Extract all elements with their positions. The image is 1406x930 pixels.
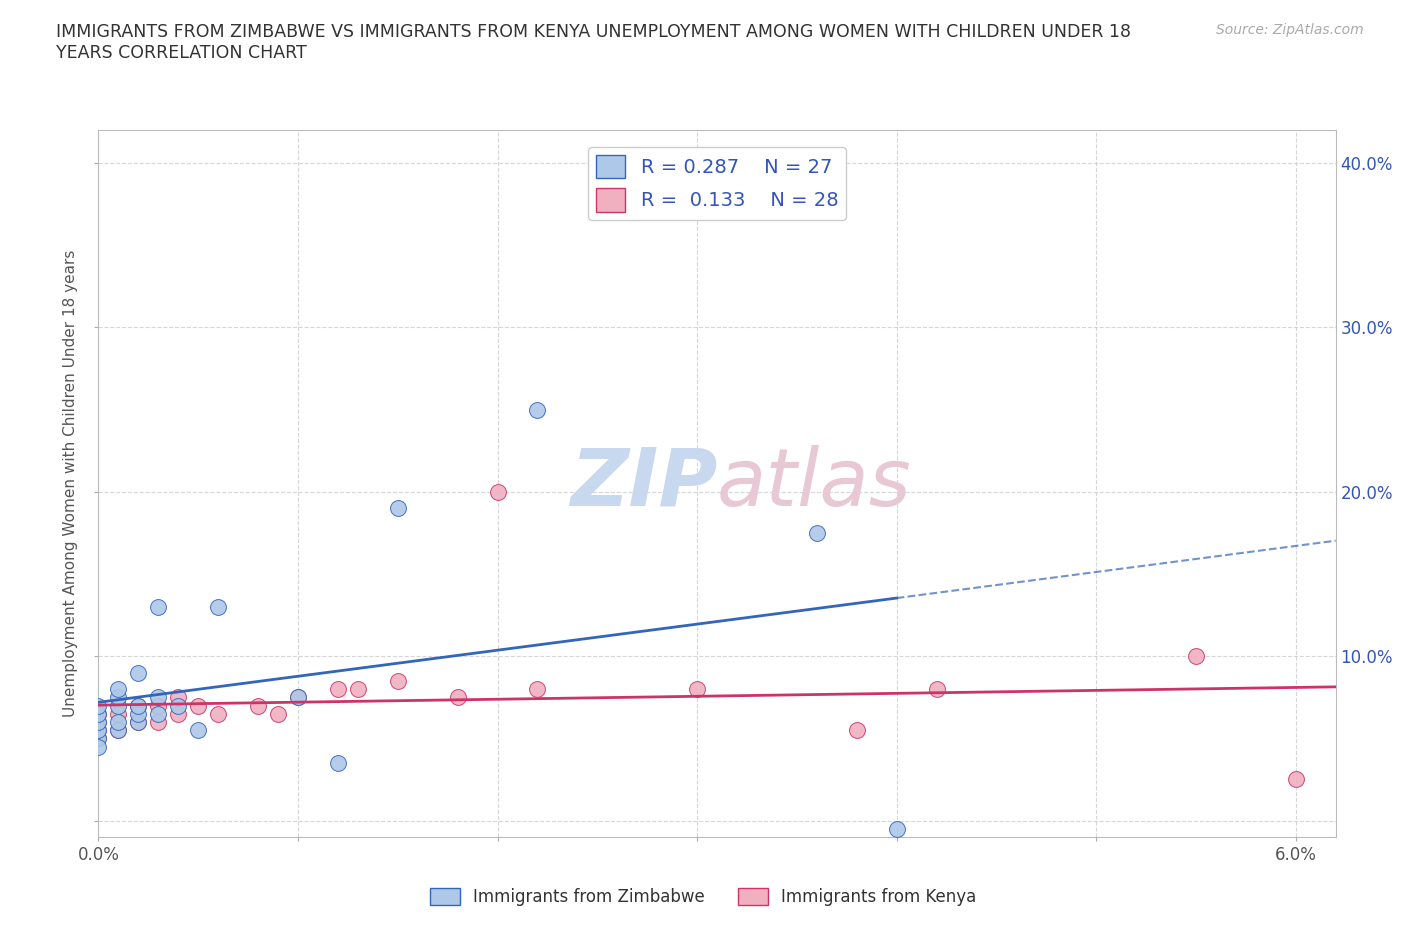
Text: ZIP: ZIP (569, 445, 717, 523)
Point (148, 714, 170, 729)
Point (107, 706, 129, 721)
Point (148, 600, 170, 615)
Point (387, 673, 409, 688)
Point (148, 706, 170, 721)
Point (87, 731, 110, 746)
Point (107, 698, 129, 713)
Point (1185, 649, 1208, 664)
Point (107, 723, 129, 737)
Point (87, 706, 110, 721)
Point (107, 682, 129, 697)
Point (107, 690, 129, 705)
Point (127, 714, 149, 729)
Point (347, 682, 370, 697)
Point (845, 723, 868, 737)
Point (148, 698, 170, 713)
Point (87, 739, 110, 754)
Point (107, 714, 129, 729)
Point (107, 723, 129, 737)
Text: IMMIGRANTS FROM ZIMBABWE VS IMMIGRANTS FROM KENYA UNEMPLOYMENT AMONG WOMEN WITH : IMMIGRANTS FROM ZIMBABWE VS IMMIGRANTS F… (56, 23, 1132, 62)
Point (486, 485, 509, 499)
Point (127, 714, 149, 729)
Point (326, 755, 349, 770)
Point (127, 698, 149, 713)
Point (526, 402, 548, 417)
Point (446, 690, 468, 705)
Point (127, 665, 149, 680)
Point (526, 682, 548, 697)
Point (207, 706, 229, 721)
Point (127, 698, 149, 713)
Point (267, 706, 290, 721)
Point (925, 682, 948, 697)
Point (87, 706, 110, 721)
Point (886, 821, 908, 836)
Point (686, 682, 709, 697)
Point (387, 501, 409, 516)
Point (287, 690, 309, 705)
Point (247, 698, 270, 713)
Point (87, 698, 110, 713)
Point (187, 698, 209, 713)
Point (1285, 772, 1308, 787)
Point (167, 698, 190, 713)
Point (806, 525, 828, 540)
Point (87, 714, 110, 729)
Point (167, 690, 190, 705)
Y-axis label: Unemployment Among Women with Children Under 18 years: Unemployment Among Women with Children U… (63, 250, 79, 717)
Point (187, 723, 209, 737)
Point (167, 706, 190, 721)
Point (287, 690, 309, 705)
Text: Source: ZipAtlas.com: Source: ZipAtlas.com (1216, 23, 1364, 37)
Point (207, 600, 229, 615)
Text: atlas: atlas (717, 445, 912, 523)
Point (87, 731, 110, 746)
Point (127, 706, 149, 721)
Point (87, 714, 110, 729)
Point (87, 723, 110, 737)
Point (148, 690, 170, 705)
Legend: R = 0.287    N = 27, R =  0.133    N = 28: R = 0.287 N = 27, R = 0.133 N = 28 (588, 147, 846, 219)
Legend: Immigrants from Zimbabwe, Immigrants from Kenya: Immigrants from Zimbabwe, Immigrants fro… (423, 881, 983, 912)
Point (87, 723, 110, 737)
Point (326, 682, 349, 697)
